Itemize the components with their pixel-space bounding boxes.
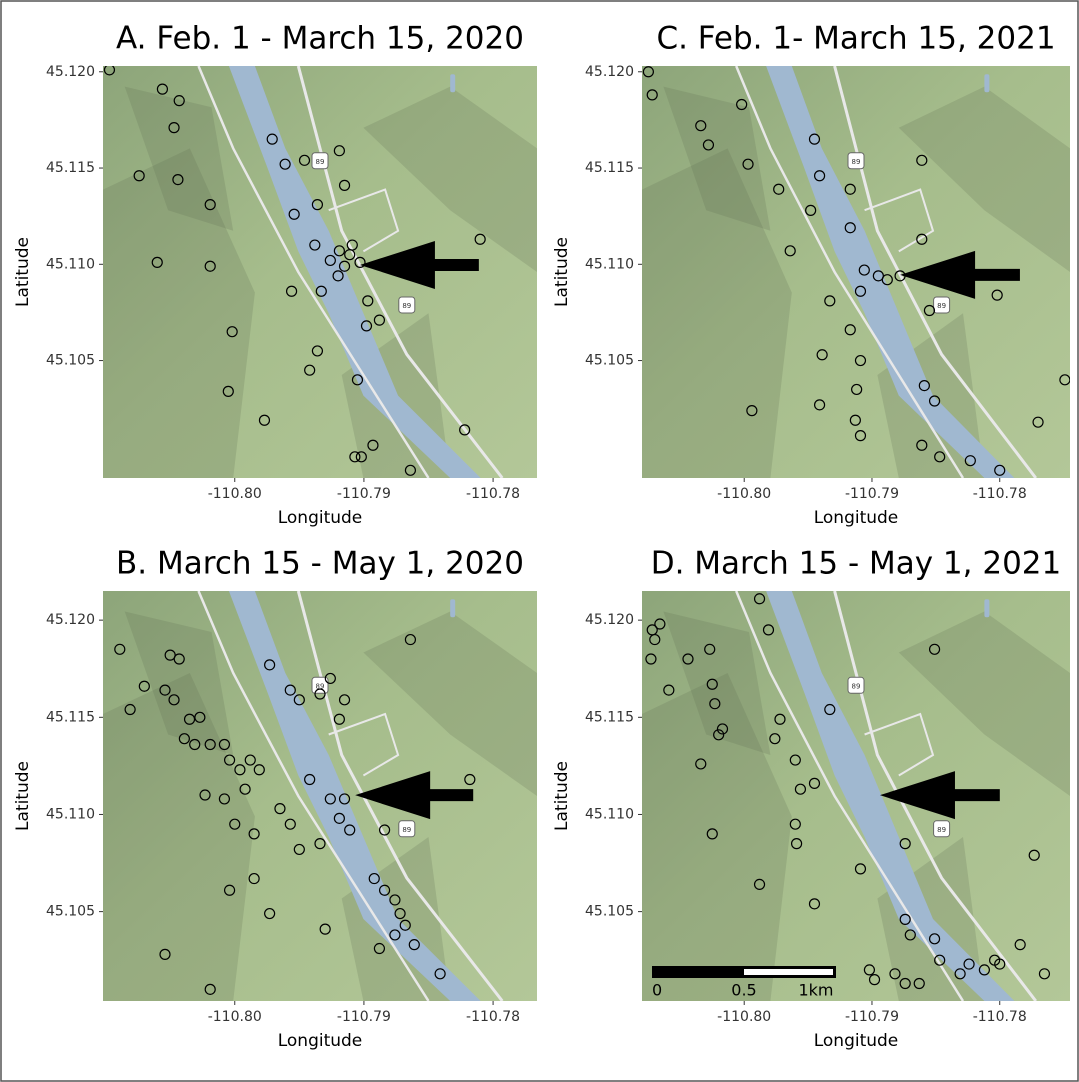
lake <box>450 74 455 92</box>
panel-title: A. Feb. 1 - March 15, 2020 <box>116 21 524 57</box>
scale-bar-half <box>744 969 833 975</box>
x-tick-label: -110.79 <box>337 1009 391 1025</box>
x-tick-label: -110.79 <box>337 486 391 502</box>
map: 89 89 <box>103 65 537 478</box>
scale-bar-label: 0.5 <box>731 981 756 1000</box>
x-tick-label: -110.80 <box>717 1009 771 1025</box>
x-axis-title: Longitude <box>278 508 363 528</box>
shield-label: 89 <box>937 302 946 310</box>
y-tick-label: 45.110 <box>46 806 95 822</box>
x-tick-label: -110.78 <box>973 1009 1027 1025</box>
x-tick-label: -110.79 <box>845 1009 899 1025</box>
y-tick-label: 45.120 <box>46 64 95 80</box>
x-tick-label: -110.80 <box>208 1009 262 1025</box>
y-tick-label: 45.105 <box>585 353 634 369</box>
y-tick-label: 45.105 <box>46 353 95 369</box>
panel-title: C. Feb. 1- March 15, 2021 <box>656 21 1055 57</box>
lake <box>984 599 989 617</box>
x-tick-label: -110.80 <box>717 486 771 502</box>
y-tick-label: 45.120 <box>46 612 95 628</box>
y-tick-label: 45.115 <box>585 709 634 725</box>
shield-label: 89 <box>852 158 861 166</box>
scale-bar-label: 1km <box>798 981 833 1000</box>
y-tick-label: 45.110 <box>585 806 634 822</box>
y-axis-title: Latitude <box>552 761 572 831</box>
map: 89 89 <box>642 591 1070 1001</box>
y-axis-title: Latitude <box>13 237 33 307</box>
y-tick-label: 45.105 <box>46 904 95 920</box>
lake <box>450 599 455 617</box>
x-tick-label: -110.78 <box>973 486 1027 502</box>
y-tick-label: 45.115 <box>585 160 634 176</box>
y-tick-label: 45.105 <box>585 904 634 920</box>
shield-label: 89 <box>937 826 946 834</box>
y-tick-label: 45.110 <box>46 256 95 272</box>
scale-bar-label: 0 <box>652 981 662 1000</box>
x-tick-label: -110.78 <box>466 1009 520 1025</box>
y-tick-label: 45.115 <box>46 709 95 725</box>
y-tick-label: 45.120 <box>585 64 634 80</box>
lake <box>984 74 989 92</box>
shield-label: 89 <box>852 682 861 690</box>
shield-label: 89 <box>402 826 411 834</box>
shield-label: 89 <box>402 302 411 310</box>
x-axis-title: Longitude <box>278 1031 363 1051</box>
x-tick-label: -110.79 <box>845 486 899 502</box>
x-tick-label: -110.80 <box>208 486 262 502</box>
y-tick-label: 45.110 <box>585 256 634 272</box>
y-axis-title: Latitude <box>552 237 572 307</box>
panel-title: D. March 15 - May 1, 2021 <box>651 546 1062 582</box>
x-axis-title: Longitude <box>814 508 899 528</box>
shield-label: 89 <box>316 158 325 166</box>
y-tick-label: 45.120 <box>585 612 634 628</box>
y-tick-label: 45.115 <box>46 160 95 176</box>
panel-title: B. March 15 - May 1, 2020 <box>116 546 524 582</box>
y-axis-title: Latitude <box>13 761 33 831</box>
x-tick-label: -110.78 <box>466 486 520 502</box>
figure: 89 89 A. Feb. 1 - March 15, 2020 45.105 45.1… <box>0 0 1079 1082</box>
x-axis-title: Longitude <box>814 1031 899 1051</box>
